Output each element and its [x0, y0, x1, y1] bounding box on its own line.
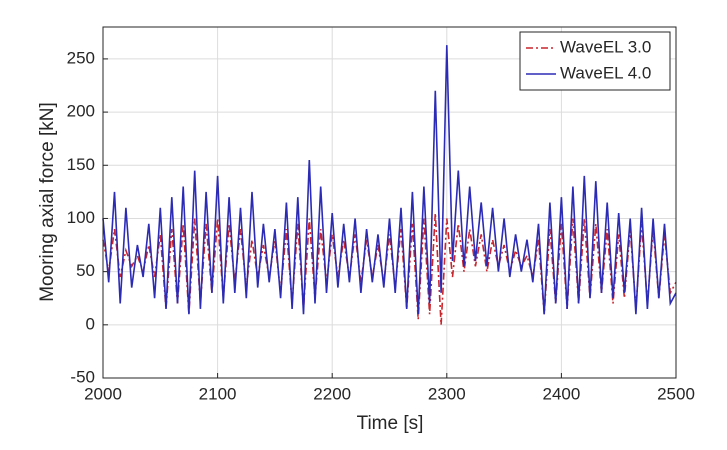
x-tick-label: 2100 — [199, 384, 237, 403]
y-tick-label: 0 — [86, 314, 95, 333]
y-tick-label: -50 — [70, 367, 95, 386]
y-axis-label: Mooring axial force [kN] — [37, 102, 58, 302]
x-axis-label: Time [s] — [357, 413, 424, 434]
x-tick-label: 2500 — [657, 384, 695, 403]
x-tick-label: 2200 — [313, 384, 351, 403]
legend-label: WaveEL 4.0 — [560, 63, 651, 82]
legend-box — [519, 31, 671, 91]
legend-label: WaveEL 3.0 — [560, 37, 651, 56]
x-tick-label: 2300 — [428, 384, 466, 403]
x-tick-label: 2000 — [84, 384, 122, 403]
y-tick-label: 50 — [76, 261, 95, 280]
y-tick-label: 150 — [67, 155, 95, 174]
series-line — [102, 45, 677, 315]
x-tick-label: 2400 — [542, 384, 580, 403]
plot-frame — [102, 26, 677, 379]
y-tick-label: 200 — [67, 102, 95, 121]
y-tick-label: 250 — [67, 48, 95, 67]
y-tick-label: 100 — [67, 208, 95, 227]
